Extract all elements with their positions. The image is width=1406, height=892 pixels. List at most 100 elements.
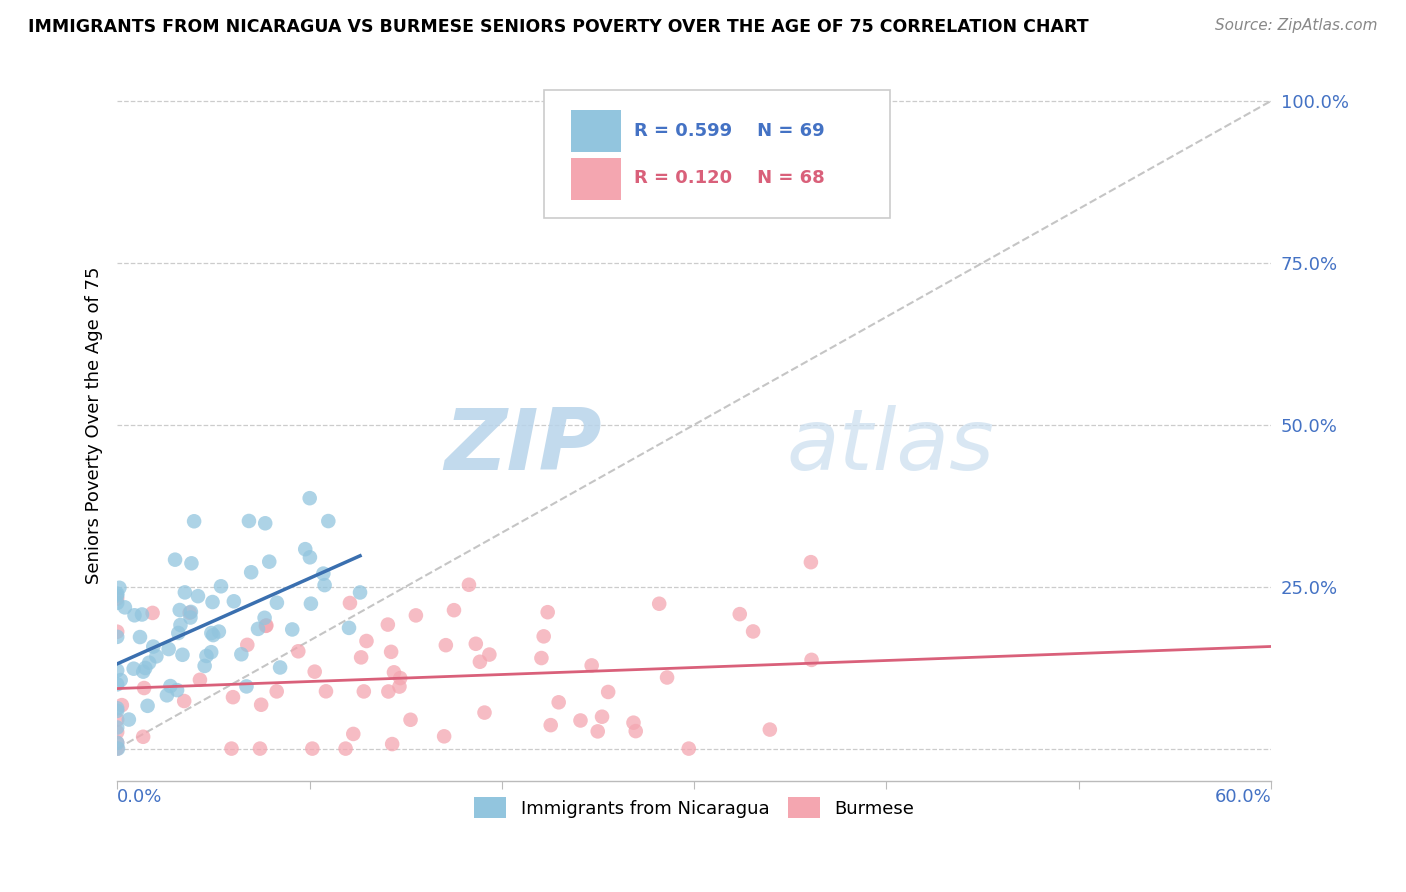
Point [221,741,243,756]
Point [254,618,277,632]
Point [530,651,553,665]
Point [235,680,257,694]
Point [294,542,316,557]
Text: 0.0%: 0.0% [117,789,163,806]
Point [208,624,231,639]
FancyBboxPatch shape [571,158,621,200]
Point [339,596,361,610]
Point [132,681,155,695]
Point [349,585,371,599]
Point [222,594,245,608]
Point [356,634,378,648]
Point [335,741,357,756]
Point [169,618,191,632]
Point [105,725,128,739]
Point [254,516,277,531]
Point [105,741,128,756]
Text: R = 0.599    N = 69: R = 0.599 N = 69 [634,121,825,139]
Point [105,701,128,715]
Point [195,648,218,663]
Point [249,741,271,756]
Y-axis label: Seniors Poverty Over the Age of 75: Seniors Poverty Over the Age of 75 [86,266,103,583]
Point [314,578,336,592]
Point [533,629,555,643]
Point [134,661,156,675]
Point [350,650,373,665]
Point [105,624,128,639]
Point [259,555,281,569]
Point [166,683,188,698]
Point [581,658,603,673]
Point [179,610,201,624]
Point [547,695,569,709]
Point [179,606,201,620]
Point [405,608,427,623]
Point [299,597,322,611]
Point [114,600,136,615]
Point [381,737,404,751]
Point [124,608,146,623]
Point [129,630,152,644]
Point [298,550,321,565]
Point [598,685,620,699]
Point [173,585,195,599]
Point [537,605,560,619]
Point [287,644,309,658]
Point [678,741,700,756]
Point [474,706,496,720]
Point [800,653,823,667]
Point [194,659,217,673]
Point [142,640,165,654]
Point [105,664,128,678]
Point [569,714,592,728]
Point [180,557,202,571]
Point [434,638,457,652]
Point [105,589,128,603]
Point [254,619,277,633]
Legend: Immigrants from Nicaragua, Burmese: Immigrants from Nicaragua, Burmese [467,790,921,825]
Point [105,704,128,718]
Point [389,671,412,685]
Point [187,589,209,603]
Text: ZIP: ZIP [444,405,602,488]
Point [201,595,224,609]
Point [540,718,562,732]
Point [312,566,335,581]
Point [250,698,273,712]
Text: atlas: atlas [786,405,994,488]
Point [209,579,232,593]
Point [172,648,194,662]
Point [648,597,671,611]
Point [132,730,155,744]
Point [623,715,645,730]
Point [655,671,678,685]
FancyBboxPatch shape [544,90,890,219]
Point [108,581,131,595]
Point [169,603,191,617]
Point [298,491,321,506]
Point [111,698,134,712]
Point [156,689,179,703]
Point [353,684,375,698]
Point [138,656,160,670]
Point [253,611,276,625]
Text: IMMIGRANTS FROM NICARAGUA VS BURMESE SENIORS POVERTY OVER THE AGE OF 75 CORRELAT: IMMIGRANTS FROM NICARAGUA VS BURMESE SEN… [28,18,1088,36]
Point [145,649,167,664]
Point [188,673,211,687]
Point [315,684,337,698]
FancyBboxPatch shape [571,110,621,152]
Point [131,607,153,622]
Point [458,578,481,592]
Point [380,645,402,659]
Point [118,713,141,727]
Point [236,638,259,652]
Point [105,586,128,600]
Point [105,736,128,750]
Point [105,721,128,735]
Point [105,591,128,606]
Text: R = 0.120    N = 68: R = 0.120 N = 68 [634,169,825,187]
Point [388,680,411,694]
Point [105,630,128,644]
Point [105,713,128,727]
Point [586,724,609,739]
